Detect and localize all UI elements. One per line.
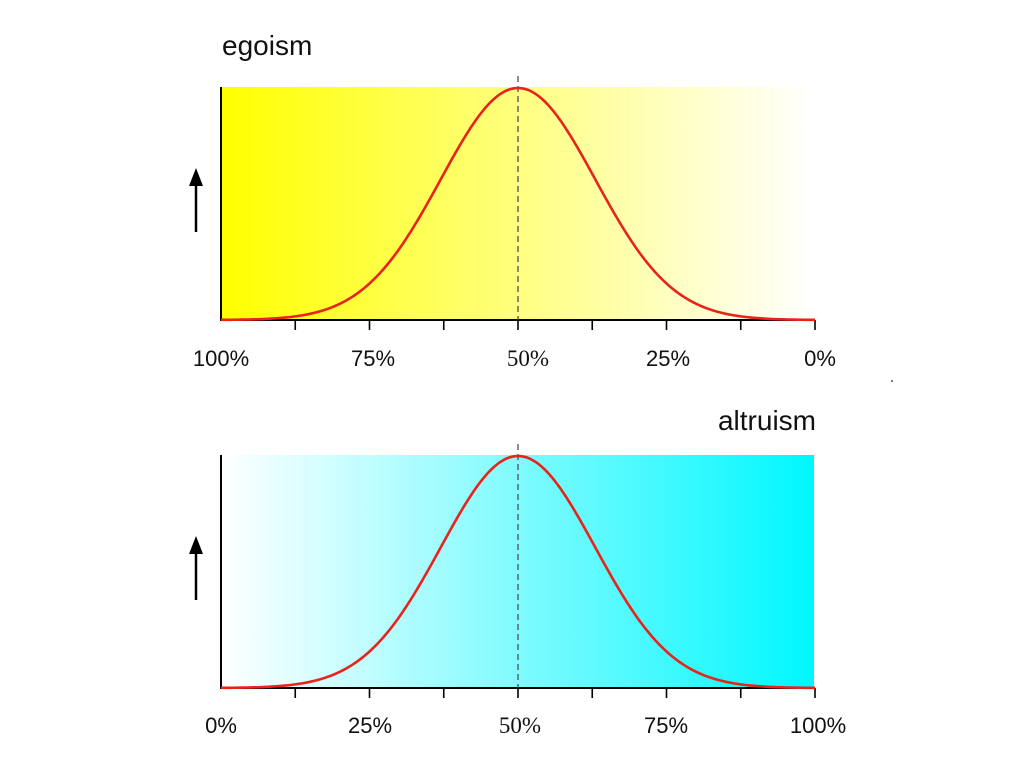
- altruism-x-ticks: [294, 688, 816, 698]
- up-arrow-head-icon: [189, 536, 203, 554]
- altruism-tick-label-0: 0%: [205, 713, 237, 738]
- egoism-tick-label-25: 25%: [646, 346, 690, 371]
- egoism-tick-label-75: 75%: [351, 346, 395, 371]
- altruism-axis-indicator: [189, 536, 203, 600]
- altruism-tick-label-25: 25%: [348, 713, 392, 738]
- egoism-distribution-curve: [220, 86, 816, 322]
- altruism-tick-label-50: 50%: [499, 713, 541, 738]
- egoism-tick-label-50: 50%: [507, 346, 549, 371]
- altruism-title: altruism: [718, 405, 816, 436]
- up-arrow-head-icon: [189, 168, 203, 186]
- egoism-tick-label-100: 100%: [193, 346, 249, 371]
- egoism-title: egoism: [222, 30, 312, 61]
- egoism-x-ticks: [294, 320, 816, 330]
- egoism-panel: egoism 100% 75% 50% 25% 0%: [189, 30, 836, 371]
- altruism-panel: altruism 0% 25% 50% 75% 100%: [189, 405, 846, 738]
- altruism-tick-label-75: 75%: [644, 713, 688, 738]
- altruism-tick-label-100: 100%: [790, 713, 846, 738]
- egoism-tick-label-0: 0%: [804, 346, 836, 371]
- egoism-axis-indicator: [189, 168, 203, 232]
- altruism-distribution-curve: [220, 454, 816, 690]
- stray-dot: [891, 380, 893, 382]
